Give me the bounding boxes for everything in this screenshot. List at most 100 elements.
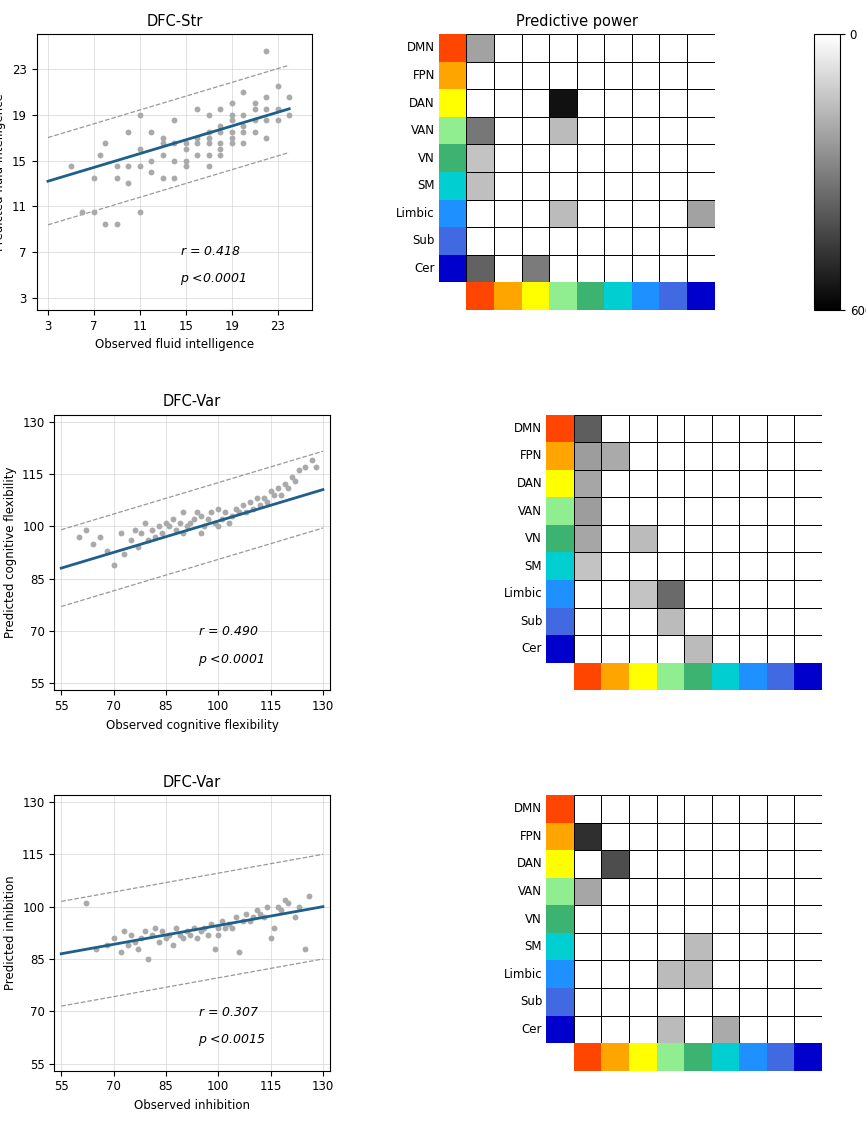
Bar <box>740 469 766 498</box>
Bar <box>577 227 604 255</box>
Point <box>229 908 242 926</box>
Point <box>309 458 323 476</box>
Point <box>271 898 285 916</box>
Bar <box>656 933 684 960</box>
Bar <box>467 89 494 117</box>
Bar <box>684 636 712 663</box>
Y-axis label: Predicted cognitive flexibility: Predicted cognitive flexibility <box>3 467 16 638</box>
Point <box>275 485 288 503</box>
Bar <box>494 89 521 117</box>
Bar <box>656 580 684 607</box>
Bar <box>521 227 549 255</box>
Bar <box>546 552 574 580</box>
Bar <box>766 415 794 442</box>
Bar <box>740 988 766 1016</box>
Bar <box>656 469 684 498</box>
Bar <box>521 89 549 117</box>
Point <box>117 921 131 940</box>
Bar <box>467 145 494 172</box>
Bar <box>684 580 712 607</box>
Text: SM: SM <box>417 179 435 192</box>
Bar <box>629 498 656 525</box>
Bar <box>740 498 766 525</box>
Bar <box>656 415 684 442</box>
Point <box>263 482 277 500</box>
Bar <box>632 89 660 117</box>
Bar <box>687 227 714 255</box>
Bar <box>601 580 629 607</box>
Bar <box>740 822 766 850</box>
Point <box>285 468 299 486</box>
Bar <box>632 145 660 172</box>
Point <box>278 891 292 909</box>
Point <box>288 472 302 490</box>
Point <box>133 203 147 221</box>
Bar <box>521 199 549 227</box>
Text: Cer: Cer <box>521 1023 542 1035</box>
Bar <box>601 988 629 1016</box>
Bar <box>656 636 684 663</box>
Bar <box>740 795 766 822</box>
Bar <box>546 878 574 906</box>
Point <box>167 112 181 130</box>
Point <box>179 157 193 175</box>
Text: DAN: DAN <box>516 477 542 490</box>
Point <box>213 134 227 153</box>
Bar <box>684 442 712 469</box>
Point <box>292 898 306 916</box>
Point <box>215 510 229 528</box>
Bar <box>574 878 601 906</box>
Point <box>260 493 274 511</box>
Text: Limbic: Limbic <box>396 207 435 220</box>
Bar <box>549 227 577 255</box>
Text: Sub: Sub <box>520 995 542 1008</box>
Point <box>213 117 227 136</box>
Bar <box>604 62 632 89</box>
Point <box>133 140 147 158</box>
Bar <box>604 145 632 172</box>
Title: DFC-Var: DFC-Var <box>163 394 221 409</box>
Bar <box>494 255 521 282</box>
Point <box>218 918 232 936</box>
Bar <box>656 498 684 525</box>
Bar <box>794 636 822 663</box>
Point <box>79 894 93 912</box>
Point <box>100 541 113 559</box>
Bar <box>439 62 467 89</box>
Bar <box>684 525 712 552</box>
Bar <box>740 580 766 607</box>
Point <box>141 950 155 968</box>
Bar <box>546 906 574 933</box>
Bar <box>546 1016 574 1043</box>
Bar <box>632 172 660 199</box>
Point <box>202 134 216 153</box>
Bar <box>629 906 656 933</box>
Point <box>248 100 262 118</box>
Bar <box>766 906 794 933</box>
Bar <box>546 415 574 442</box>
Bar <box>629 822 656 850</box>
Bar <box>604 172 632 199</box>
Point <box>170 521 184 539</box>
Text: $p$ <0.0001: $p$ <0.0001 <box>180 271 246 287</box>
Bar <box>549 117 577 145</box>
Bar <box>712 960 740 988</box>
Bar <box>660 199 687 227</box>
Bar <box>766 442 794 469</box>
Bar <box>766 525 794 552</box>
Point <box>107 929 120 948</box>
Point <box>110 169 124 187</box>
Bar <box>601 442 629 469</box>
Point <box>110 157 124 175</box>
Bar <box>794 988 822 1016</box>
Point <box>225 918 239 936</box>
Text: DMN: DMN <box>514 421 542 435</box>
Point <box>256 490 270 508</box>
Point <box>236 497 249 515</box>
Point <box>152 517 166 535</box>
Bar <box>766 988 794 1016</box>
Point <box>246 908 260 926</box>
Point <box>179 134 193 153</box>
Bar <box>439 255 467 282</box>
Bar <box>794 607 822 636</box>
